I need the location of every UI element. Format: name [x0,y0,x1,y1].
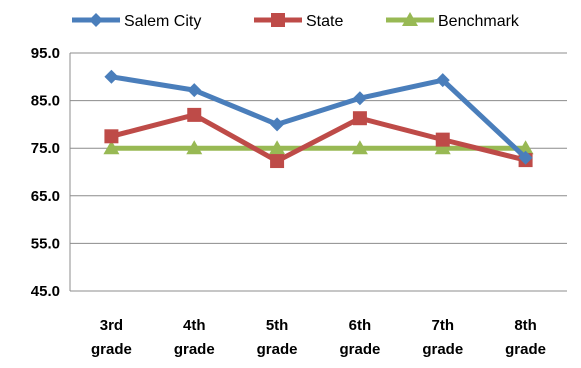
data-point-salem-city [187,83,202,98]
x-category-label: 3rd grade [91,317,132,358]
legend-marker-benchmark [402,12,418,26]
legend: Salem City State Benchmark [72,12,520,30]
gridlines [69,52,567,292]
x-category-label: 7th grade [422,317,463,358]
data-point-benchmark [351,140,368,155]
data-point-benchmark [103,140,120,155]
legend-label-salem-city: Salem City [124,13,201,30]
y-axis-tick-labels: 95.0 85.0 75.0 65.0 55.0 45.0 [31,45,60,300]
x-category-label: 4th grade [174,317,215,358]
y-tick-label: 75.0 [31,140,60,157]
data-point-benchmark [434,140,451,155]
series-line-salem-city [111,74,528,160]
data-point-benchmark [269,140,286,155]
legend-marker-state [271,13,285,27]
series-salem-city [104,69,533,165]
legend-item-benchmark: Benchmark [386,12,520,30]
series-line-state [110,112,527,164]
legend-item-salem-city: Salem City [72,13,201,30]
legend-label-benchmark: Benchmark [438,13,520,30]
data-point-state [352,111,367,126]
x-axis-category-labels: 3rd grade 4th grade 5th grade 6th grade 7th grade… [91,317,546,358]
data-point-salem-city [104,69,119,84]
data-point-state [104,129,119,144]
data-point-state [187,107,202,122]
data-point-benchmark [186,140,203,155]
data-point-state [435,132,450,147]
y-tick-label: 55.0 [31,235,60,252]
data-point-salem-city [518,150,533,165]
series-state [104,107,533,169]
data-point-salem-city [270,117,285,132]
y-tick-label: 85.0 [31,93,60,110]
y-tick-label: 65.0 [31,188,60,205]
series-layer [103,69,534,169]
x-category-label: 6th grade [339,317,380,358]
legend-marker-salem-city [89,13,103,27]
legend-label-state: State [306,13,343,30]
x-category-label: 5th grade [257,317,298,358]
legend-item-state: State [254,13,343,30]
y-tick-label: 95.0 [31,45,60,62]
data-point-state [270,154,285,169]
data-point-salem-city [435,73,450,88]
x-category-label: 8th grade [505,317,546,358]
data-point-salem-city [352,91,367,106]
y-tick-label: 45.0 [31,283,60,300]
